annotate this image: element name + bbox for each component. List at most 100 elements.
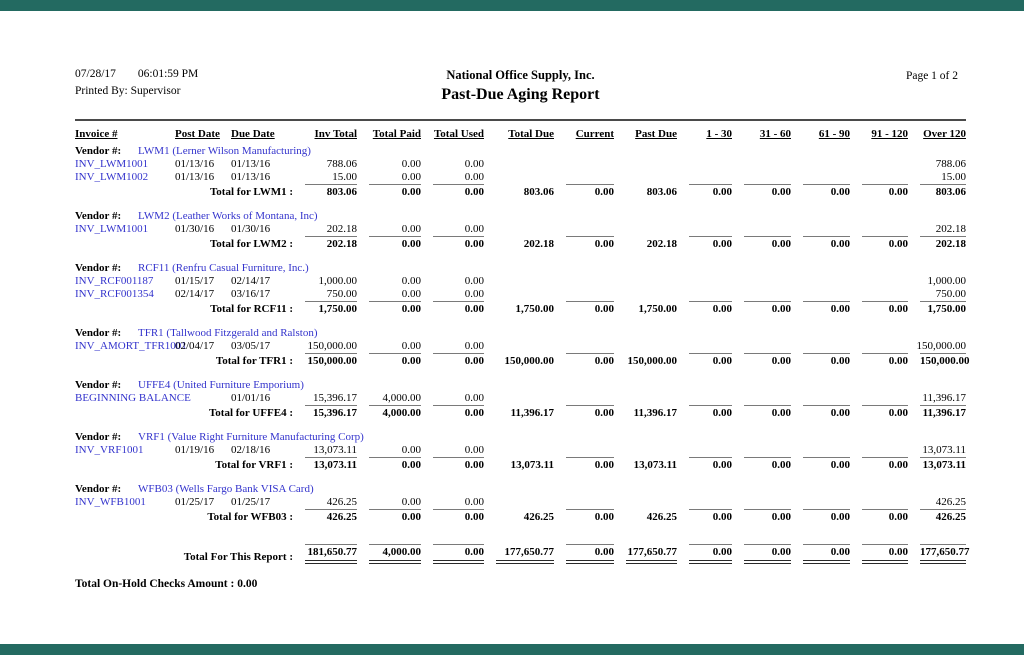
vendor-total-amount: 0.00: [554, 353, 614, 368]
vendor-number-label: Vendor #:: [75, 262, 122, 274]
amount-cell: [677, 275, 732, 288]
invoice-id-link[interactable]: INV_LWM1002: [75, 171, 149, 183]
vendor-name-link[interactable]: LWM1 (Lerner Wilson Manufacturing): [138, 145, 311, 157]
amount-cell: [677, 496, 732, 509]
column-header-label: Total Used: [433, 128, 484, 140]
vendor-name-link[interactable]: VRF1 (Value Right Furniture Manufacturin…: [138, 431, 364, 443]
vendor-name-link[interactable]: LWM2 (Leather Works of Montana, Inc): [138, 210, 318, 222]
vendor-name-link[interactable]: RCF11 (Renfru Casual Furniture, Inc.): [138, 262, 309, 274]
date-cell: 03/16/17: [231, 288, 271, 300]
vendor-row: Vendor #: UFFE4 (United Furniture Emporiu…: [75, 375, 966, 392]
spacer-row: [75, 368, 966, 375]
column-header-label: 61 - 90: [818, 128, 850, 140]
report-total-amount: 0.00: [554, 544, 614, 564]
amount-cell: [484, 340, 554, 353]
report-total-amount: 0.00: [421, 544, 484, 564]
column-header-row: Invoice # Post Date Due Date Inv Total Total…: [75, 128, 966, 141]
vendor-total-amount: 0.00: [791, 405, 850, 420]
vendor-total-amount: 11,396.17: [510, 407, 554, 419]
spacer-row: [75, 472, 966, 479]
amount-cell: 0.00: [464, 392, 484, 404]
vendor-total-amount: 0.00: [732, 405, 791, 420]
vendor-total-row: Total for LWM2 :202.18 0.00 0.00 202.18 0.00…: [75, 236, 966, 251]
invoice-id-link[interactable]: INV_RCF001354: [75, 288, 154, 300]
amount-cell: 15.00: [332, 171, 357, 183]
invoice-id-link[interactable]: INV_RCF001187: [75, 275, 154, 287]
invoice-id-link[interactable]: INV_WFB1001: [75, 496, 146, 508]
invoice-row: INV_LWM1001 01/30/16 01/30/16 202.18 0.00 0.0…: [75, 223, 966, 236]
amount-cell: [554, 392, 614, 405]
amount-cell: [732, 340, 791, 353]
print-date: 07/28/17: [75, 68, 116, 80]
spacer-row: [75, 316, 966, 323]
vendor-total-amount: 0.00: [791, 457, 850, 472]
amount-cell: 0.00: [401, 340, 421, 352]
vendor-name-link[interactable]: UFFE4 (United Furniture Emporium): [138, 379, 304, 391]
invoice-id-link[interactable]: INV_LWM1001: [75, 223, 149, 235]
column-header: Total Used: [421, 128, 484, 141]
vendor-total-amount: 0.00: [421, 457, 484, 472]
vendor-total-amount: 0.00: [791, 509, 850, 524]
print-info: 07/28/17 06:01:59 PM Printed By: Supervis…: [75, 68, 198, 97]
amount-cell: [614, 392, 677, 405]
amount-cell: [484, 288, 554, 301]
invoice-id-link[interactable]: INV_VRF1001: [75, 444, 144, 456]
column-header: Invoice #: [75, 128, 175, 141]
amount-cell: 0.00: [464, 171, 484, 183]
invoice-id-link[interactable]: INV_AMORT_TFR1001: [75, 340, 187, 352]
vendor-total-amount: 0.00: [850, 509, 908, 524]
amount-cell: [850, 444, 908, 457]
vendor-total-amount: 4,000.00: [357, 405, 421, 420]
vendor-total-amount: 0.00: [421, 184, 484, 199]
vendor-number-label: Vendor #:: [75, 210, 122, 222]
report-total-amount: 181,650.77: [293, 544, 357, 564]
amount-cell: [732, 223, 791, 236]
amount-cell: [554, 275, 614, 288]
column-header: Past Due: [614, 128, 677, 141]
amount-cell: 750.00: [935, 288, 966, 300]
amount-cell: [614, 444, 677, 457]
amount-cell: [554, 158, 614, 171]
column-header: 1 - 30: [677, 128, 732, 141]
vendor-total-amount: 0.00: [421, 405, 484, 420]
vendor-row: Vendor #: LWM1 (Lerner Wilson Manufacturi…: [75, 141, 966, 158]
vendor-total-amount: 0.00: [791, 184, 850, 199]
vendor-total-row: Total for LWM1 :803.06 0.00 0.00 803.06 0.00…: [75, 184, 966, 199]
aging-table-head: Invoice # Post Date Due Date Inv Total Total…: [75, 128, 966, 141]
column-header-label: 31 - 60: [759, 128, 791, 140]
vendor-total-row: Total for VRF1 :13,073.11 0.00 0.00 13,073.…: [75, 457, 966, 472]
vendor-total-amount: 0.00: [554, 457, 614, 472]
date-cell: 01/13/16: [231, 171, 271, 183]
amount-cell: 15,396.17: [313, 392, 357, 404]
amount-cell: [554, 288, 614, 301]
report-total-amount: 4,000.00: [357, 544, 421, 564]
amount-cell: 0.00: [401, 288, 421, 300]
amount-cell: 426.25: [326, 496, 357, 508]
vendor-total-amount: 0.00: [732, 301, 791, 316]
vendor-total-amount: 803.06: [646, 186, 677, 198]
vendor-total-amount: 0.00: [421, 301, 484, 316]
amount-cell: 0.00: [401, 171, 421, 183]
invoice-id-link[interactable]: BEGINNING BALANCE: [75, 392, 191, 404]
column-header-label: Invoice #: [75, 128, 118, 140]
column-header-label: Total Paid: [372, 128, 421, 140]
vendor-name-link[interactable]: TFR1 (Tallwood Fitzgerald and Ralston): [138, 327, 318, 339]
spacer-row: [75, 524, 966, 531]
vendor-number-label: Vendor #:: [75, 431, 122, 443]
date-cell: 01/25/17: [175, 496, 215, 508]
vendor-row: Vendor #: LWM2 (Leather Works of Montana,…: [75, 206, 966, 223]
amount-cell: [677, 288, 732, 301]
report-total-label: Total For This Report :: [183, 551, 293, 563]
amount-cell: 0.00: [401, 496, 421, 508]
vendor-name-link[interactable]: WFB03 (Wells Fargo Bank VISA Card): [138, 483, 314, 495]
amount-cell: 15.00: [941, 171, 966, 183]
amount-cell: 0.00: [401, 158, 421, 170]
amount-cell: [677, 158, 732, 171]
date-cell: 03/05/17: [231, 340, 271, 352]
vendor-total-amount: 803.06: [293, 184, 357, 199]
date-cell: 01/25/17: [231, 496, 271, 508]
date-cell: 01/19/16: [175, 444, 215, 456]
invoice-id-link[interactable]: INV_LWM1001: [75, 158, 149, 170]
amount-cell: 0.00: [464, 444, 484, 456]
vendor-total-amount: 15,396.17: [293, 405, 357, 420]
